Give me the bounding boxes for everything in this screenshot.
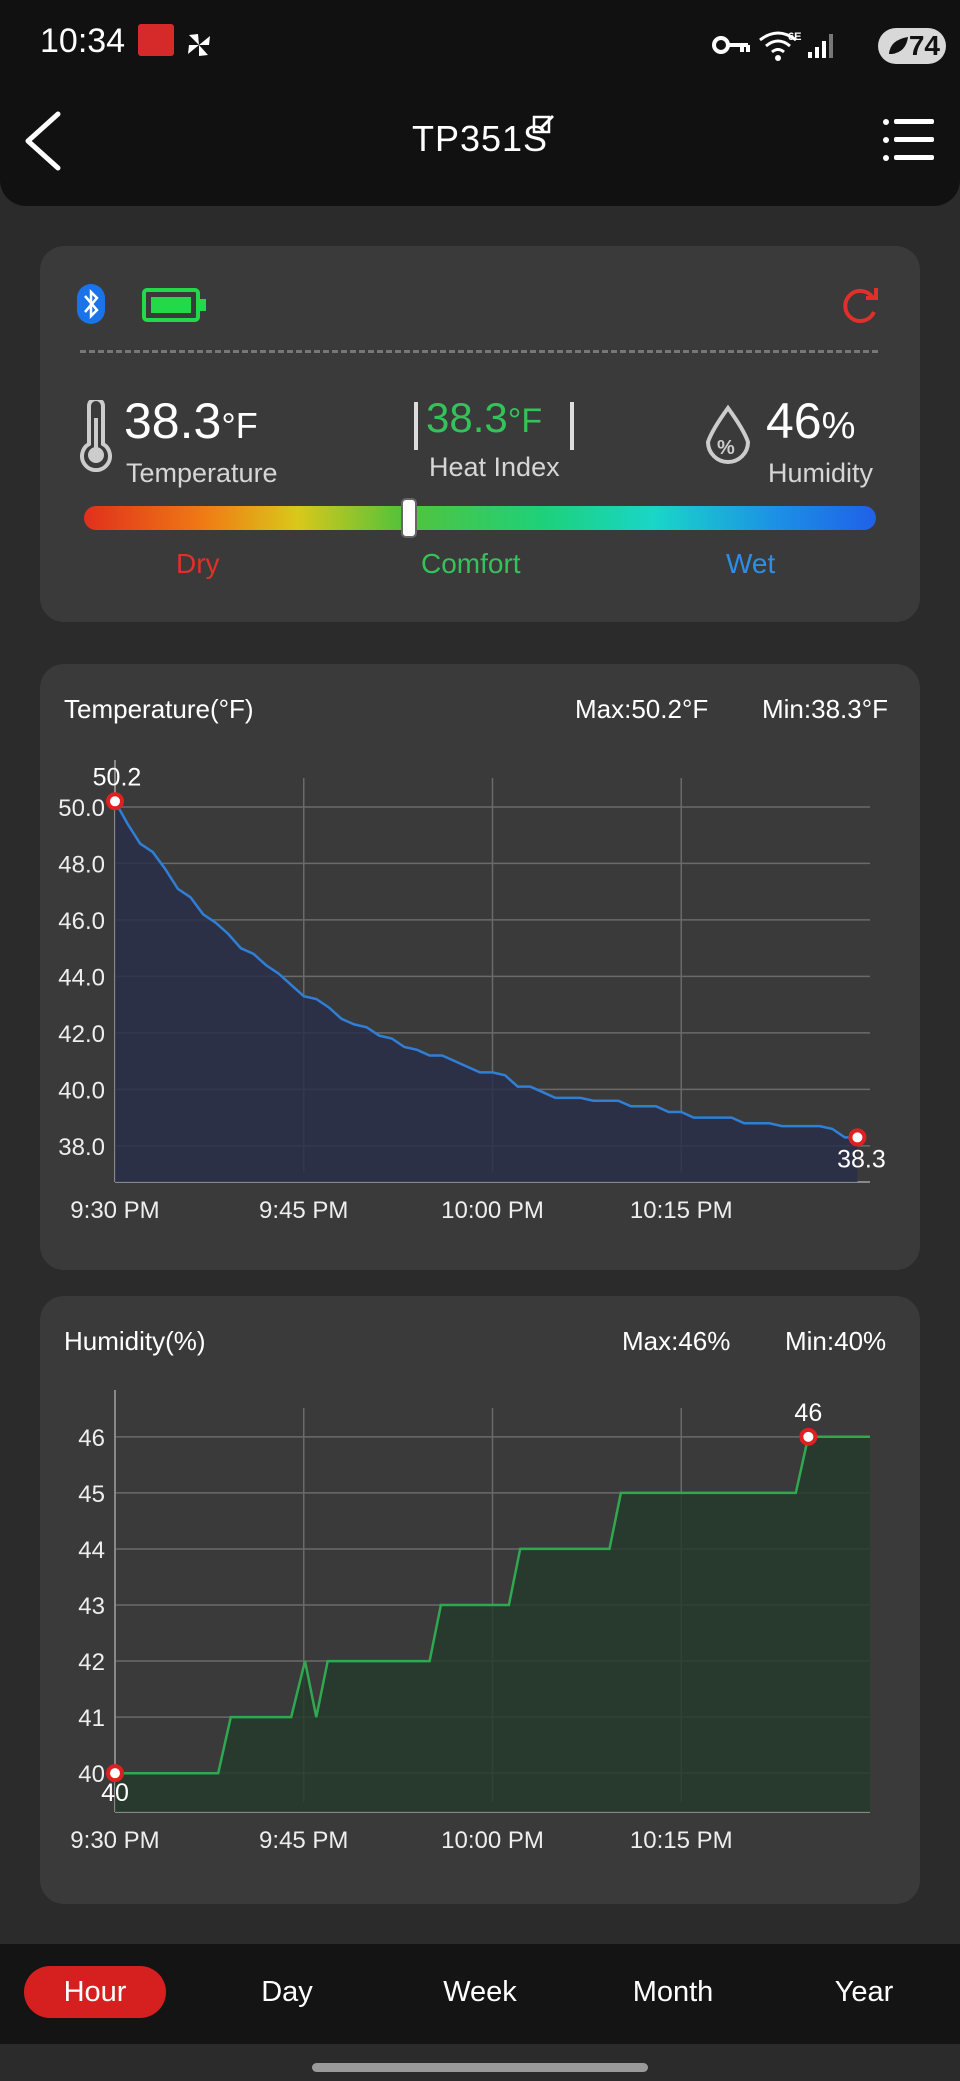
end-data-label: 38.3 xyxy=(837,1145,886,1173)
humidity-chart: 46 45 44 43 42 41 40 9:30 PM 9:45 PM 10:00 PM 10:1… xyxy=(70,1390,870,1854)
card-divider xyxy=(80,350,878,353)
x-tick-label: 9:30 PM xyxy=(70,1197,159,1224)
signal-icon xyxy=(808,34,833,58)
comfort-scale-thumb xyxy=(400,498,417,538)
device-name: TP351S xyxy=(411,118,549,159)
series-line xyxy=(115,1435,870,1775)
y-tick-label: 41 xyxy=(78,1705,105,1732)
start-point-marker xyxy=(106,792,124,811)
x-tick-label: 10:00 PM xyxy=(441,1197,544,1224)
y-tick-label: 42.0 xyxy=(58,1021,105,1048)
scale-label-comfort: Comfort xyxy=(421,548,521,579)
comfort-scale-bar xyxy=(84,506,876,530)
end-data-label: 46 xyxy=(794,1399,822,1427)
y-tick-label: 40.0 xyxy=(58,1077,105,1104)
end-point-marker xyxy=(799,1427,818,1446)
tab-month[interactable]: Month xyxy=(632,1976,714,2008)
start-point-marker xyxy=(106,1764,124,1783)
y-tick-label: 44 xyxy=(78,1537,105,1564)
wifi-icon: 6E xyxy=(759,31,801,61)
tab-day[interactable]: Day xyxy=(261,1976,313,2008)
temperature-max: Max:50.2°F xyxy=(575,694,709,724)
humidity-label: Humidity xyxy=(768,458,874,488)
temperature-label: Temperature xyxy=(126,458,278,488)
heat-index-left-bracket xyxy=(414,402,418,450)
page-title: TP351S xyxy=(0,118,960,160)
temperature-min: Min:38.3°F xyxy=(762,694,889,724)
y-tick-label: 40 xyxy=(78,1761,105,1788)
tab-week[interactable]: Week xyxy=(443,1976,517,2008)
start-data-label: 50.2 xyxy=(93,763,142,791)
status-time: 10:34 xyxy=(40,22,126,60)
back-arrow-icon[interactable] xyxy=(20,110,64,172)
end-point-marker xyxy=(848,1128,867,1147)
heat-index-label: Heat Index xyxy=(429,452,560,482)
device-battery-icon xyxy=(142,288,206,322)
humidity-min: Min:40% xyxy=(785,1326,887,1356)
y-tick-label: 38.0 xyxy=(58,1134,105,1161)
heat-index-right-bracket xyxy=(570,402,574,450)
humidity-max: Max:46% xyxy=(622,1326,731,1356)
scale-label-dry: Dry xyxy=(176,548,220,579)
series-area xyxy=(115,1436,870,1812)
bluetooth-icon xyxy=(77,284,105,324)
pinwheel-notification-icon xyxy=(188,34,210,56)
refresh-icon[interactable] xyxy=(838,284,882,328)
temperature-chart-title: Temperature(°F) xyxy=(64,694,254,724)
temperature-chart: 50.0 48.0 46.0 44.0 42.0 40.0 38.0 9:30 PM 9:45 … xyxy=(58,760,886,1224)
humidity-value: 46% xyxy=(766,393,856,449)
humidity-drop-icon: % xyxy=(705,404,751,464)
svg-text:%: % xyxy=(717,437,735,459)
series-area xyxy=(115,801,858,1182)
battery-status: 74 xyxy=(878,28,946,64)
x-tick-label: 9:45 PM xyxy=(259,1827,348,1854)
battery-level: 74 xyxy=(908,30,940,61)
tab-hour[interactable]: Hour xyxy=(24,1966,166,2018)
app-header xyxy=(0,90,960,206)
svg-text:6E: 6E xyxy=(788,31,801,43)
x-tick-label: 10:15 PM xyxy=(630,1827,733,1854)
app-notification-icon xyxy=(138,24,174,56)
y-tick-label: 48.0 xyxy=(58,851,105,878)
vpn-key-icon xyxy=(712,36,750,54)
humidity-chart-title: Humidity(%) xyxy=(64,1326,206,1356)
battery-saver-leaf-icon xyxy=(889,37,908,54)
y-tick-label: 42 xyxy=(78,1649,105,1676)
y-tick-label: 43 xyxy=(78,1593,105,1620)
thermometer-icon xyxy=(80,400,112,472)
series-line xyxy=(113,800,858,1139)
x-tick-label: 10:15 PM xyxy=(630,1197,733,1224)
y-tick-label: 50.0 xyxy=(58,795,105,822)
y-tick-label: 46 xyxy=(78,1425,105,1452)
scale-label-wet: Wet xyxy=(726,548,776,579)
y-tick-label: 45 xyxy=(78,1481,105,1508)
menu-list-icon[interactable] xyxy=(882,116,936,164)
temperature-value: 38.3°F xyxy=(124,393,258,449)
x-tick-label: 9:45 PM xyxy=(259,1197,348,1224)
home-indicator[interactable] xyxy=(312,2063,648,2072)
x-tick-label: 9:30 PM xyxy=(70,1827,159,1854)
edit-name-icon[interactable] xyxy=(532,112,556,136)
y-tick-label: 44.0 xyxy=(58,964,105,991)
tab-year[interactable]: Year xyxy=(834,1976,894,2008)
x-tick-label: 10:00 PM xyxy=(441,1827,544,1854)
start-data-label: 40 xyxy=(101,1779,129,1807)
y-tick-label: 46.0 xyxy=(58,908,105,935)
heat-index-value: 38.3°F xyxy=(426,394,543,441)
